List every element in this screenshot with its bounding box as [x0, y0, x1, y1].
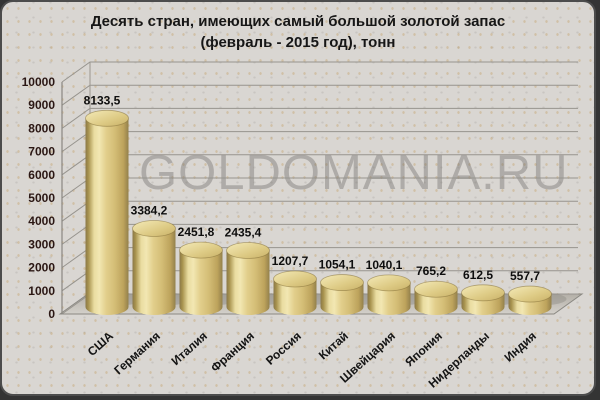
bar-value-label: 8133,5 [84, 93, 121, 107]
bar-cylinder-top [461, 284, 505, 302]
bar-cylinder-top [414, 280, 458, 298]
x-category-label: Италия [169, 329, 210, 368]
bar-cylinder-body [273, 278, 317, 315]
bar-value-label: 1207,7 [272, 254, 309, 268]
bar-value-label: 3384,2 [131, 203, 168, 217]
bar-cylinder-top [226, 242, 270, 259]
y-tick-label: 5000 [28, 191, 55, 205]
bar-cylinder-top [508, 285, 552, 303]
gridline [61, 131, 578, 153]
gridline [61, 154, 578, 176]
gridline [61, 84, 578, 106]
bar-chart-plot: 0 1000 2000 3000 4000 5000 6000 7000 8000 9000 100… [22, 61, 584, 391]
y-tick-label: 10000 [22, 75, 56, 89]
y-tick-label: 7000 [28, 145, 55, 159]
x-category-label: Германия [111, 329, 163, 378]
x-category-label: Япония [402, 329, 445, 369]
bar-cylinder-body [226, 250, 270, 315]
bar-cylinder-top [179, 241, 223, 259]
bar-cylinder-top [132, 220, 176, 237]
y-tick-label: 3000 [28, 237, 55, 251]
bar-value-label: 2435,4 [225, 225, 262, 239]
bar-cylinder-body [367, 282, 411, 315]
bar-cylinder-body [179, 250, 223, 315]
y-tick-label: 4000 [28, 214, 55, 228]
bar-value-label: 765,2 [416, 264, 446, 278]
bar-cylinder-top [273, 270, 317, 288]
y-tick-label: 8000 [28, 121, 55, 135]
chart-title-line1: Десять стран, имеющих самый большой золо… [90, 13, 506, 30]
y-tick-label: 0 [48, 307, 55, 321]
bar-value-label: 2451,8 [178, 225, 215, 239]
bar-cylinder-top [320, 274, 364, 291]
gridline [61, 177, 578, 199]
x-category-label: Франция [208, 329, 257, 375]
x-category-label: Китай [316, 329, 351, 363]
bar-cylinder-body [85, 118, 129, 316]
bar-value-label: 612,5 [463, 268, 493, 282]
y-tick-label: 1000 [28, 284, 55, 298]
x-category-label: Индия [501, 329, 539, 365]
bar-cylinder-top [367, 274, 411, 292]
bar-cylinder-body [320, 282, 364, 315]
x-category-label: США [85, 329, 116, 359]
bar-cylinder-body [132, 228, 176, 315]
y-tick-label: 6000 [28, 168, 55, 182]
y-tick-label: 9000 [28, 98, 55, 112]
bar-cylinder-top [85, 109, 129, 127]
x-category-label: Россия [263, 329, 304, 368]
y-tick-label: 2000 [28, 261, 55, 275]
chart-title-line2: (февраль - 2015 год), тонн [200, 34, 396, 51]
chart-title: Десять стран, имеющих самый большой золо… [2, 11, 594, 53]
bar-value-label: 557,7 [510, 269, 540, 283]
bar-value-label: 1040,1 [366, 258, 403, 272]
bar-value-label: 1054,1 [319, 258, 356, 272]
gridline [61, 107, 578, 129]
gridline [61, 61, 578, 83]
